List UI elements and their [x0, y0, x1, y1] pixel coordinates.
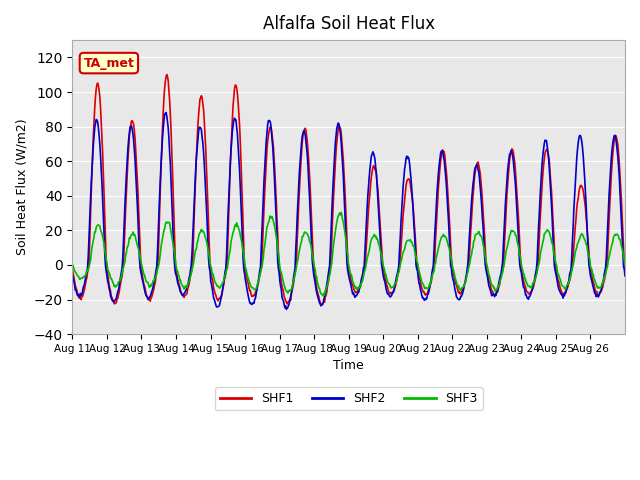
- SHF1: [163, 72, 171, 77]
- SHF1: [236, 122, 243, 128]
- SHF3: [337, 209, 345, 215]
- SHF3: [262, 229, 270, 235]
- SHF2: [285, 302, 292, 308]
- Text: TA_met: TA_met: [83, 57, 134, 70]
- SHF3: [133, 242, 141, 248]
- SHF3: [438, 234, 446, 240]
- SHF2: [438, 148, 446, 154]
- Title: Alfalfa Soil Heat Flux: Alfalfa Soil Heat Flux: [262, 15, 435, 33]
- SHF1: [407, 187, 415, 193]
- SHF3: [407, 239, 415, 245]
- Line: SHF3: SHF3: [72, 212, 625, 296]
- SHF2: [263, 131, 271, 137]
- SHF2: [162, 109, 170, 115]
- Line: SHF2: SHF2: [72, 112, 625, 310]
- SHF2: [621, 273, 629, 279]
- Line: SHF1: SHF1: [72, 74, 625, 305]
- SHF1: [263, 146, 271, 152]
- SHF1: [133, 175, 141, 181]
- SHF2: [236, 167, 243, 173]
- Y-axis label: Soil Heat Flux (W/m2): Soil Heat Flux (W/m2): [15, 119, 28, 255]
- SHF2: [133, 201, 141, 206]
- SHF3: [319, 293, 327, 299]
- SHF3: [621, 263, 629, 268]
- SHF3: [284, 288, 291, 294]
- SHF1: [284, 300, 292, 305]
- X-axis label: Time: Time: [333, 360, 364, 372]
- SHF1: [68, 266, 76, 272]
- SHF3: [235, 227, 243, 232]
- SHF1: [317, 302, 325, 308]
- SHF2: [282, 307, 290, 312]
- SHF1: [438, 150, 446, 156]
- SHF2: [68, 272, 76, 278]
- SHF3: [68, 262, 76, 268]
- SHF1: [621, 266, 629, 272]
- Legend: SHF1, SHF2, SHF3: SHF1, SHF2, SHF3: [214, 387, 483, 410]
- SHF2: [407, 176, 415, 182]
